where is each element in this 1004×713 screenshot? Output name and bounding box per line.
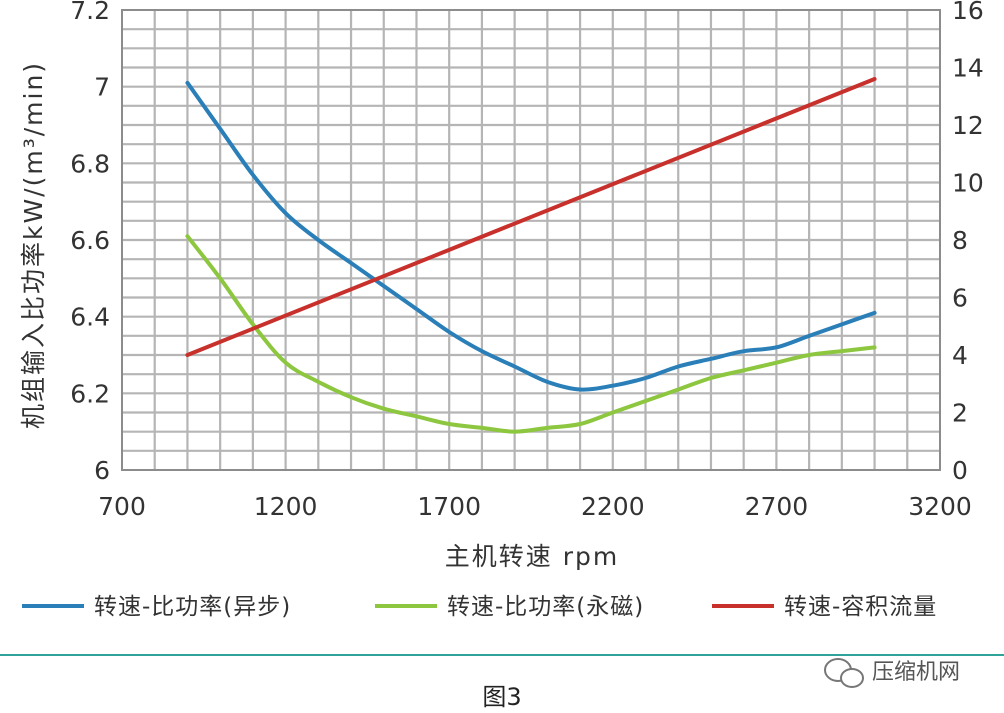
figure-caption: 图3 [482, 683, 521, 711]
y-left-tick-label: 6 [94, 456, 110, 485]
x-tick-label: 700 [98, 492, 146, 521]
y-right-tick-label: 14 [952, 54, 984, 83]
legend-label: 转速-比功率(异步) [94, 594, 291, 620]
series-line-flow [185, 77, 877, 357]
x-tick-label: 2200 [581, 492, 645, 521]
y-left-tick-label: 6.4 [70, 303, 110, 332]
y-right-tick-label: 2 [952, 399, 968, 428]
series-line-async [185, 80, 877, 392]
series-layer [185, 77, 877, 434]
legend-item-permanent-magnet: 转速-比功率(永磁) [375, 594, 644, 620]
y-left-tick-label: 7.2 [70, 0, 110, 25]
x-tick-label: 1700 [417, 492, 481, 521]
legend-item-flow: 转速-容积流量 [712, 594, 937, 620]
y-right-tick-label: 16 [952, 0, 984, 25]
plot-frame [121, 9, 941, 471]
wechat-icon [824, 658, 864, 688]
legend-item-async: 转速-比功率(异步) [22, 594, 291, 620]
legend: 转速-比功率(异步) 转速-比功率(永磁) 转速-容积流量 [22, 594, 937, 620]
y-right-tick-label: 12 [952, 111, 984, 140]
y-right-tick-label: 6 [952, 284, 968, 313]
legend-label: 转速-容积流量 [784, 594, 937, 620]
legend-label: 转速-比功率(永磁) [447, 594, 644, 620]
y-left-tick-label: 6.6 [70, 226, 110, 255]
watermark-text: 压缩机网 [872, 660, 960, 685]
y-right-tick-label: 4 [952, 341, 968, 370]
y-right-tick-label: 8 [952, 226, 968, 255]
x-axis-title: 主机转速 rpm [445, 542, 619, 571]
y-left-tick-label: 6.8 [70, 149, 110, 178]
y-left-tick-label: 7 [94, 73, 110, 102]
x-tick-label: 2700 [745, 492, 809, 521]
watermark: 压缩机网 [824, 658, 960, 688]
x-tick-label: 1200 [254, 492, 318, 521]
x-tick-label: 3200 [908, 492, 972, 521]
y-right-tick-label: 10 [952, 169, 984, 198]
grid [122, 10, 940, 470]
y-left-tick-label: 6.2 [70, 379, 110, 408]
y-axis-title: 机组输入比功率kW/(m³/min) [19, 61, 48, 429]
series-line-permanent-magnet [185, 234, 877, 434]
axes-layer: 700 1200 1700 2200 2700 3200 6 6.2 6.4 6.6 6.8 7 7.2… [70, 0, 984, 521]
y-right-tick-label: 0 [952, 456, 968, 485]
